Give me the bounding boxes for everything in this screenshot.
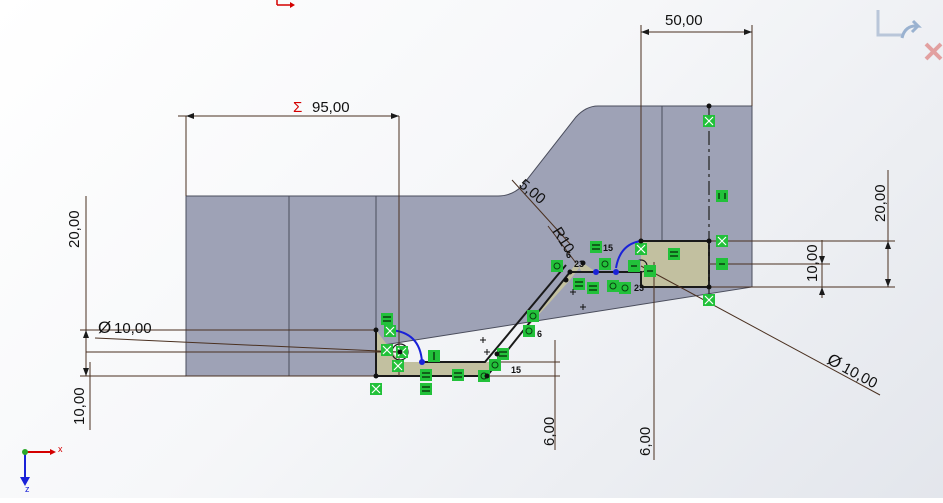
horizontal-icon [381, 313, 393, 325]
sketch-arc-right[interactable] [615, 240, 642, 269]
parallel-icon [489, 359, 501, 371]
horizontal-icon [420, 383, 432, 395]
vertical-icon [644, 265, 656, 277]
coincident-icon [370, 383, 382, 395]
dim-sum-width[interactable]: 95,00 [312, 99, 350, 116]
origin-arrow-icon [276, 0, 295, 8]
dimension-arrows [83, 29, 891, 376]
coincident-icon [635, 243, 647, 255]
dim-left-height[interactable]: 20,00 [66, 210, 83, 248]
relation-label: 6 [566, 250, 571, 260]
dim-right-dia[interactable]: 10,00 [839, 360, 880, 393]
horizontal-icon [716, 190, 728, 202]
horizontal-icon [420, 369, 432, 381]
relation-label: 15 [603, 243, 613, 253]
coincident-icon [703, 294, 715, 306]
dim-top-width[interactable]: 50,00 [665, 12, 703, 29]
horizontal-icon [497, 348, 509, 360]
sum-symbol: Σ [293, 99, 302, 116]
relation-label: 15 [511, 365, 521, 375]
tangent-icon [599, 258, 611, 270]
plus-markers [480, 289, 586, 355]
axis-z-label: z [25, 484, 30, 494]
parallel-icon [527, 310, 539, 322]
coincident-icon [716, 235, 728, 247]
coincident-icon [381, 344, 393, 356]
horizontal-icon [668, 248, 680, 260]
relation-label: 6 [537, 329, 542, 339]
sketch-profile[interactable] [376, 241, 709, 376]
dim-bottom-left-six[interactable]: 6,00 [541, 417, 558, 446]
axis-x-label: x [58, 444, 63, 454]
tangent-icon [619, 282, 631, 294]
tangent-icon [607, 280, 619, 292]
dim-right-height[interactable]: 20,00 [872, 184, 889, 222]
tangent-icon [551, 260, 563, 272]
dim-left-offset[interactable]: 10,00 [71, 387, 88, 425]
sketch-points[interactable] [373, 103, 712, 379]
dim-right-offset[interactable]: 10,00 [804, 244, 821, 282]
coincident-icon [384, 325, 396, 337]
equal-icon [590, 241, 602, 253]
relation-label: 23 [574, 259, 584, 269]
vertical-icon [716, 258, 728, 270]
dim-left-dia[interactable]: 10,00 [114, 320, 152, 337]
parallel-icon [523, 325, 535, 337]
relation-icons[interactable] [370, 115, 728, 395]
coincident-icon [703, 115, 715, 127]
horizontal-icon [452, 369, 464, 381]
horizontal-icon [573, 278, 585, 290]
relation-label: 23 [634, 283, 644, 293]
dimension-lines [80, 25, 895, 460]
dim-bottom-right-six[interactable]: 6,00 [637, 427, 654, 456]
left-dia-symbol: Ø [98, 318, 111, 337]
model-face [186, 106, 752, 376]
vertical-icon [428, 350, 440, 362]
coincident-icon [392, 360, 404, 372]
vertical-icon [628, 260, 640, 272]
horizontal-icon [587, 282, 599, 294]
coordinate-triad: x z [20, 444, 63, 494]
confirm-corner-icon[interactable] [876, 10, 922, 39]
cancel-sketch-icon[interactable] [924, 42, 943, 61]
